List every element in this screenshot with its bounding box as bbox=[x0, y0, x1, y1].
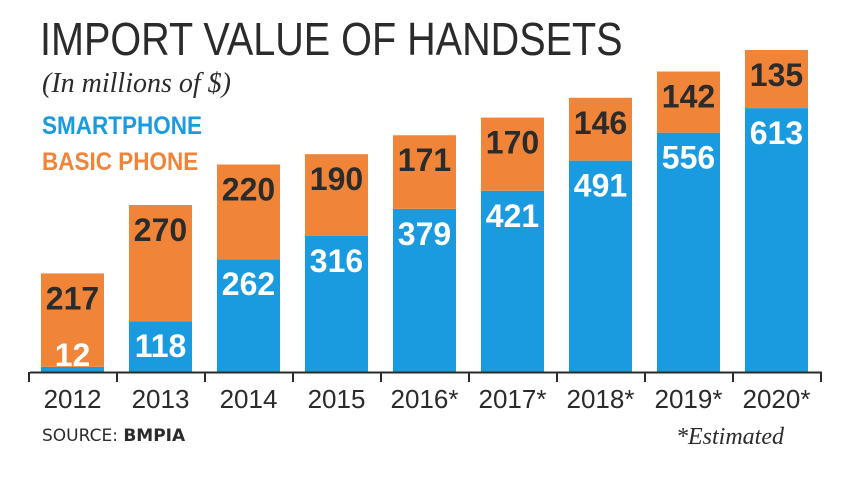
label-basic-phone-2013: 270 bbox=[134, 212, 187, 248]
bar-smartphone-2015 bbox=[305, 235, 368, 372]
x-tick-label-2017: 2017* bbox=[479, 384, 547, 414]
label-smartphone-2014: 262 bbox=[222, 266, 275, 302]
x-tick-label-2015: 2015 bbox=[308, 384, 366, 414]
legend-basic-phone: BASIC PHONE bbox=[42, 148, 199, 176]
source-note: SOURCE: BMPIA bbox=[42, 426, 185, 446]
bar-basic-phone-2019 bbox=[657, 71, 720, 133]
label-smartphone-2012: 12 bbox=[55, 337, 91, 373]
x-tick-label-2016: 2016* bbox=[391, 384, 459, 414]
label-smartphone-2020: 613 bbox=[750, 115, 803, 151]
label-smartphone-2018: 491 bbox=[574, 168, 627, 204]
x-tick-label-2012: 2012 bbox=[44, 384, 102, 414]
bar-basic-phone-2018 bbox=[569, 97, 632, 161]
bar-basic-phone-2012 bbox=[41, 273, 104, 367]
bar-smartphone-2013 bbox=[129, 321, 192, 372]
bar-basic-phone-2013 bbox=[129, 204, 192, 322]
label-basic-phone-2015: 190 bbox=[310, 161, 363, 197]
bar-smartphone-2020 bbox=[745, 108, 808, 372]
legend-smartphone: SMARTPHONE bbox=[42, 112, 203, 140]
chart-title: IMPORT VALUE OF HANDSETS bbox=[40, 13, 623, 65]
source-label: SOURCE: bbox=[42, 426, 118, 446]
label-basic-phone-2016: 171 bbox=[398, 142, 451, 178]
bar-basic-phone-2014 bbox=[217, 164, 280, 260]
bar-basic-phone-2016 bbox=[393, 135, 456, 209]
label-smartphone-2016: 379 bbox=[398, 216, 451, 252]
chart-subtitle: (In millions of $) bbox=[42, 68, 231, 99]
x-tick-label-2020: 2020* bbox=[743, 384, 811, 414]
label-basic-phone-2019: 142 bbox=[662, 79, 715, 115]
bar-smartphone-2019 bbox=[657, 132, 720, 372]
bar-basic-phone-2017 bbox=[481, 117, 544, 191]
bar-smartphone-2012 bbox=[41, 366, 104, 372]
bar-smartphone-2014 bbox=[217, 259, 280, 372]
x-tick-label-2014: 2014 bbox=[220, 384, 278, 414]
label-smartphone-2017: 421 bbox=[486, 198, 539, 234]
x-tick-label-2018: 2018* bbox=[567, 384, 635, 414]
label-basic-phone-2014: 220 bbox=[222, 172, 275, 208]
bar-smartphone-2018 bbox=[569, 160, 632, 372]
label-basic-phone-2020: 135 bbox=[750, 57, 803, 93]
x-tick-label-2013: 2013 bbox=[132, 384, 190, 414]
bar-basic-phone-2020 bbox=[745, 50, 808, 109]
x-tick-label-2019: 2019* bbox=[655, 384, 723, 414]
source-name: BMPIA bbox=[123, 426, 186, 446]
label-basic-phone-2012: 217 bbox=[46, 280, 99, 316]
label-smartphone-2015: 316 bbox=[310, 243, 363, 279]
bar-basic-phone-2015 bbox=[305, 154, 368, 236]
estimated-footnote: *Estimated bbox=[676, 424, 784, 450]
bar-smartphone-2017 bbox=[481, 190, 544, 372]
label-basic-phone-2018: 146 bbox=[574, 105, 627, 141]
bar-smartphone-2016 bbox=[393, 208, 456, 372]
label-basic-phone-2017: 170 bbox=[486, 125, 539, 161]
label-smartphone-2013: 118 bbox=[135, 328, 187, 364]
label-smartphone-2019: 556 bbox=[662, 140, 715, 176]
